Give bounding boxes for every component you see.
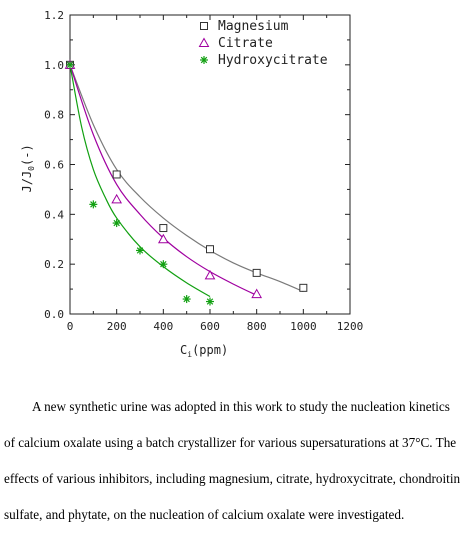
y-tick-label: 0.8 xyxy=(44,109,64,122)
abstract-line: sulfate, and phytate, on the nucleation … xyxy=(4,507,405,522)
data-markers xyxy=(64,59,308,306)
triangle-marker xyxy=(204,269,216,280)
fit-curve-magnesium xyxy=(69,64,304,293)
asterisk-stroke xyxy=(66,61,74,69)
legend-marker-magnesium xyxy=(200,22,208,30)
y-tick-label: 1.0 xyxy=(44,59,64,72)
axes: 0 200 400 600 800 1000 1200 0.0 0.2 0.4 0.6 0.8 1.0 1… xyxy=(20,9,363,359)
data-point-magnesium xyxy=(299,283,308,292)
fit-curve-hydroxycitrate xyxy=(69,64,211,298)
legend-label: Magnesium xyxy=(218,19,289,34)
y-axis-label: J/J0(-) xyxy=(20,144,36,192)
asterisk-stroke xyxy=(183,295,190,303)
asterisk-stroke xyxy=(200,56,208,64)
triangle-marker xyxy=(198,37,210,47)
fit-curves xyxy=(69,64,304,298)
data-point-magnesium xyxy=(206,245,214,254)
data-point-hydroxycitrate xyxy=(159,260,168,269)
data-point-hydroxycitrate xyxy=(206,297,214,306)
x-tick-label: 800 xyxy=(247,320,267,333)
y-tick-label: 1.2 xyxy=(44,9,64,22)
asterisk-stroke xyxy=(113,219,120,227)
y-tick-label: 0.4 xyxy=(44,208,64,221)
square-marker xyxy=(206,245,214,254)
square-marker xyxy=(200,22,208,30)
data-point-citrate xyxy=(111,193,123,204)
asterisk-stroke xyxy=(136,247,144,254)
data-point-hydroxycitrate xyxy=(112,219,121,228)
legend-marker-citrate xyxy=(198,37,210,47)
data-point-citrate xyxy=(251,288,263,299)
data-point-hydroxycitrate xyxy=(89,200,98,209)
data-point-magnesium xyxy=(159,224,168,233)
legend: Magnesium Citrate Hydroxycitrate xyxy=(198,19,328,68)
x-tick-label: 1000 xyxy=(290,320,317,333)
x-tick-label: 200 xyxy=(107,320,127,333)
y-tick-label: 0.6 xyxy=(44,159,64,172)
data-point-citrate xyxy=(204,269,216,280)
asterisk-stroke xyxy=(206,298,214,305)
data-point-hydroxycitrate xyxy=(66,60,74,69)
abstract-text: A new synthetic urine was adopted in thi… xyxy=(4,389,470,533)
asterisk-stroke xyxy=(160,260,167,268)
y-tick-label: 0.2 xyxy=(44,258,64,271)
figure: 0 200 400 600 800 1000 1200 0.0 0.2 0.4 0.6 0.8 1.0 1… xyxy=(20,9,363,359)
legend-label: Hydroxycitrate xyxy=(218,53,328,68)
triangle-marker xyxy=(251,288,263,299)
triangle-marker xyxy=(111,193,123,204)
data-point-hydroxycitrate xyxy=(182,295,191,304)
abstract-line: effects of various inhibitors, including… xyxy=(4,471,461,486)
square-marker xyxy=(299,283,308,292)
data-point-hydroxycitrate xyxy=(136,246,144,255)
x-tick-label: 600 xyxy=(200,320,220,333)
chart: 0 200 400 600 800 1000 1200 0.0 0.2 0.4 0.6 0.8 1.0 1… xyxy=(20,9,363,359)
x-tick-label: 0 xyxy=(67,320,74,333)
square-marker xyxy=(252,268,261,277)
x-axis-label: Ci(ppm) xyxy=(180,343,228,359)
square-marker xyxy=(159,224,168,233)
abstract-line: of calcium oxalate using a batch crystal… xyxy=(4,435,457,450)
data-point-magnesium xyxy=(112,170,121,179)
legend-marker-hydroxycitrate xyxy=(200,56,208,64)
abstract-line: A new synthetic urine was adopted in thi… xyxy=(32,399,450,414)
data-point-citrate xyxy=(157,233,169,244)
y-tick-label: 0.0 xyxy=(44,308,64,321)
x-tick-label: 1200 xyxy=(337,320,364,333)
asterisk-stroke xyxy=(90,201,97,208)
legend-label: Citrate xyxy=(218,36,273,51)
square-marker xyxy=(112,170,121,179)
x-tick-label: 400 xyxy=(153,320,173,333)
triangle-marker xyxy=(157,233,169,244)
data-point-magnesium xyxy=(252,268,261,277)
